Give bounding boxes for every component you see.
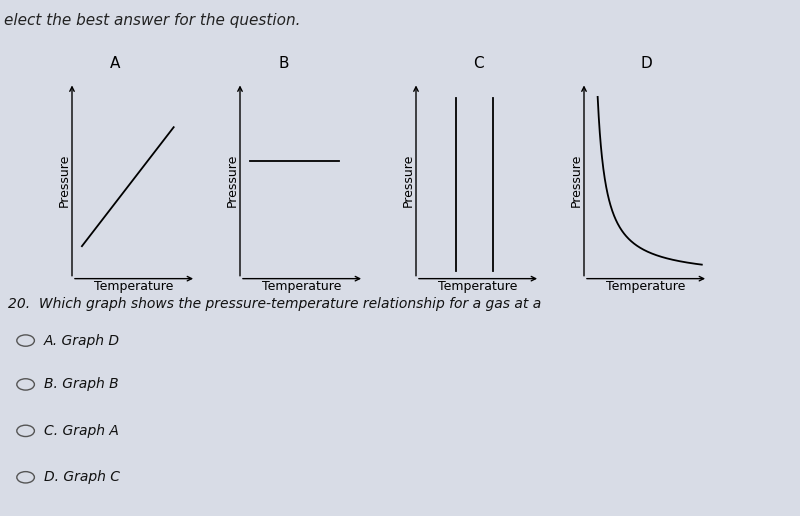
Text: A: A xyxy=(110,56,121,71)
Text: elect the best answer for the question.: elect the best answer for the question. xyxy=(4,13,301,28)
X-axis label: Temperature: Temperature xyxy=(262,280,342,293)
Text: C. Graph A: C. Graph A xyxy=(44,424,119,438)
Y-axis label: Pressure: Pressure xyxy=(402,154,414,207)
Y-axis label: Pressure: Pressure xyxy=(570,154,582,207)
Text: 20.  Which graph shows the pressure-temperature relationship for a gas at a: 20. Which graph shows the pressure-tempe… xyxy=(8,297,542,311)
Text: B: B xyxy=(278,56,289,71)
X-axis label: Temperature: Temperature xyxy=(94,280,174,293)
Y-axis label: Pressure: Pressure xyxy=(226,154,238,207)
X-axis label: Temperature: Temperature xyxy=(606,280,686,293)
Text: A. Graph D: A. Graph D xyxy=(44,333,120,348)
X-axis label: Temperature: Temperature xyxy=(438,280,518,293)
Text: D. Graph C: D. Graph C xyxy=(44,470,120,485)
Text: D: D xyxy=(640,56,652,71)
Y-axis label: Pressure: Pressure xyxy=(58,154,70,207)
Text: C: C xyxy=(473,56,483,71)
Text: B. Graph B: B. Graph B xyxy=(44,377,118,392)
